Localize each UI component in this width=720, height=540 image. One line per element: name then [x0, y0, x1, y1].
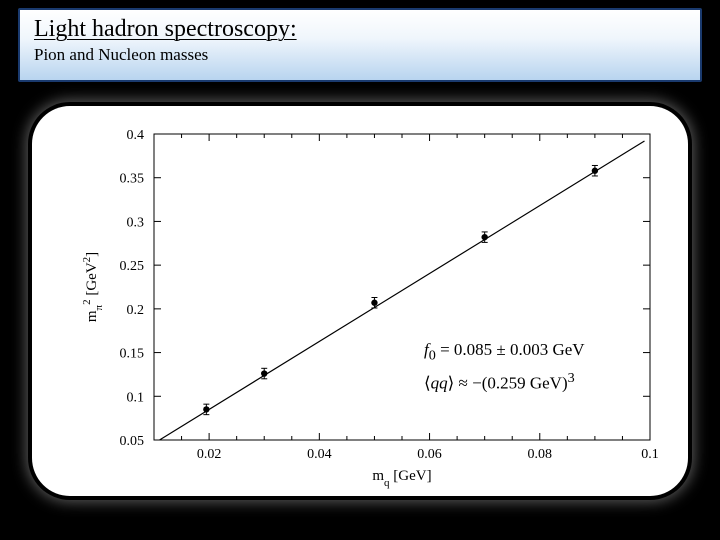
svg-text:mπ2 [GeV2]: mπ2 [GeV2]	[81, 252, 105, 322]
svg-text:0.15: 0.15	[120, 347, 145, 362]
svg-text:0.25: 0.25	[120, 259, 145, 274]
svg-text:0.1: 0.1	[641, 447, 659, 462]
svg-text:0.08: 0.08	[528, 447, 553, 462]
page-title: Light hadron spectroscopy:	[34, 16, 686, 43]
pion-mass-chart: 0.02 0.04 0.06 0.08 0.1 0.05 0.1 0.15 0.2 0.25 0.3…	[32, 106, 688, 496]
svg-text:0.3: 0.3	[127, 215, 145, 230]
svg-text:0.1: 0.1	[127, 390, 145, 405]
chart-annotation-0: f0 = 0.085 ± 0.003 GeV	[424, 340, 585, 364]
page-subtitle: Pion and Nucleon masses	[34, 45, 686, 65]
svg-text:mq [GeV]: mq [GeV]	[372, 468, 431, 489]
svg-text:0.35: 0.35	[120, 172, 145, 187]
svg-text:0.06: 0.06	[417, 447, 442, 462]
svg-text:0.04: 0.04	[307, 447, 332, 462]
svg-text:0.05: 0.05	[120, 434, 145, 449]
title-banner: Light hadron spectroscopy: Pion and Nucl…	[18, 8, 702, 82]
chart-panel: 0.02 0.04 0.06 0.08 0.1 0.05 0.1 0.15 0.2 0.25 0.3…	[32, 106, 688, 496]
svg-text:0.2: 0.2	[127, 303, 145, 318]
svg-text:0.4: 0.4	[127, 128, 145, 143]
chart-annotation-1: ⟨qq⟩ ≈ −(0.259 GeV)3	[424, 370, 575, 394]
svg-text:0.02: 0.02	[197, 447, 222, 462]
